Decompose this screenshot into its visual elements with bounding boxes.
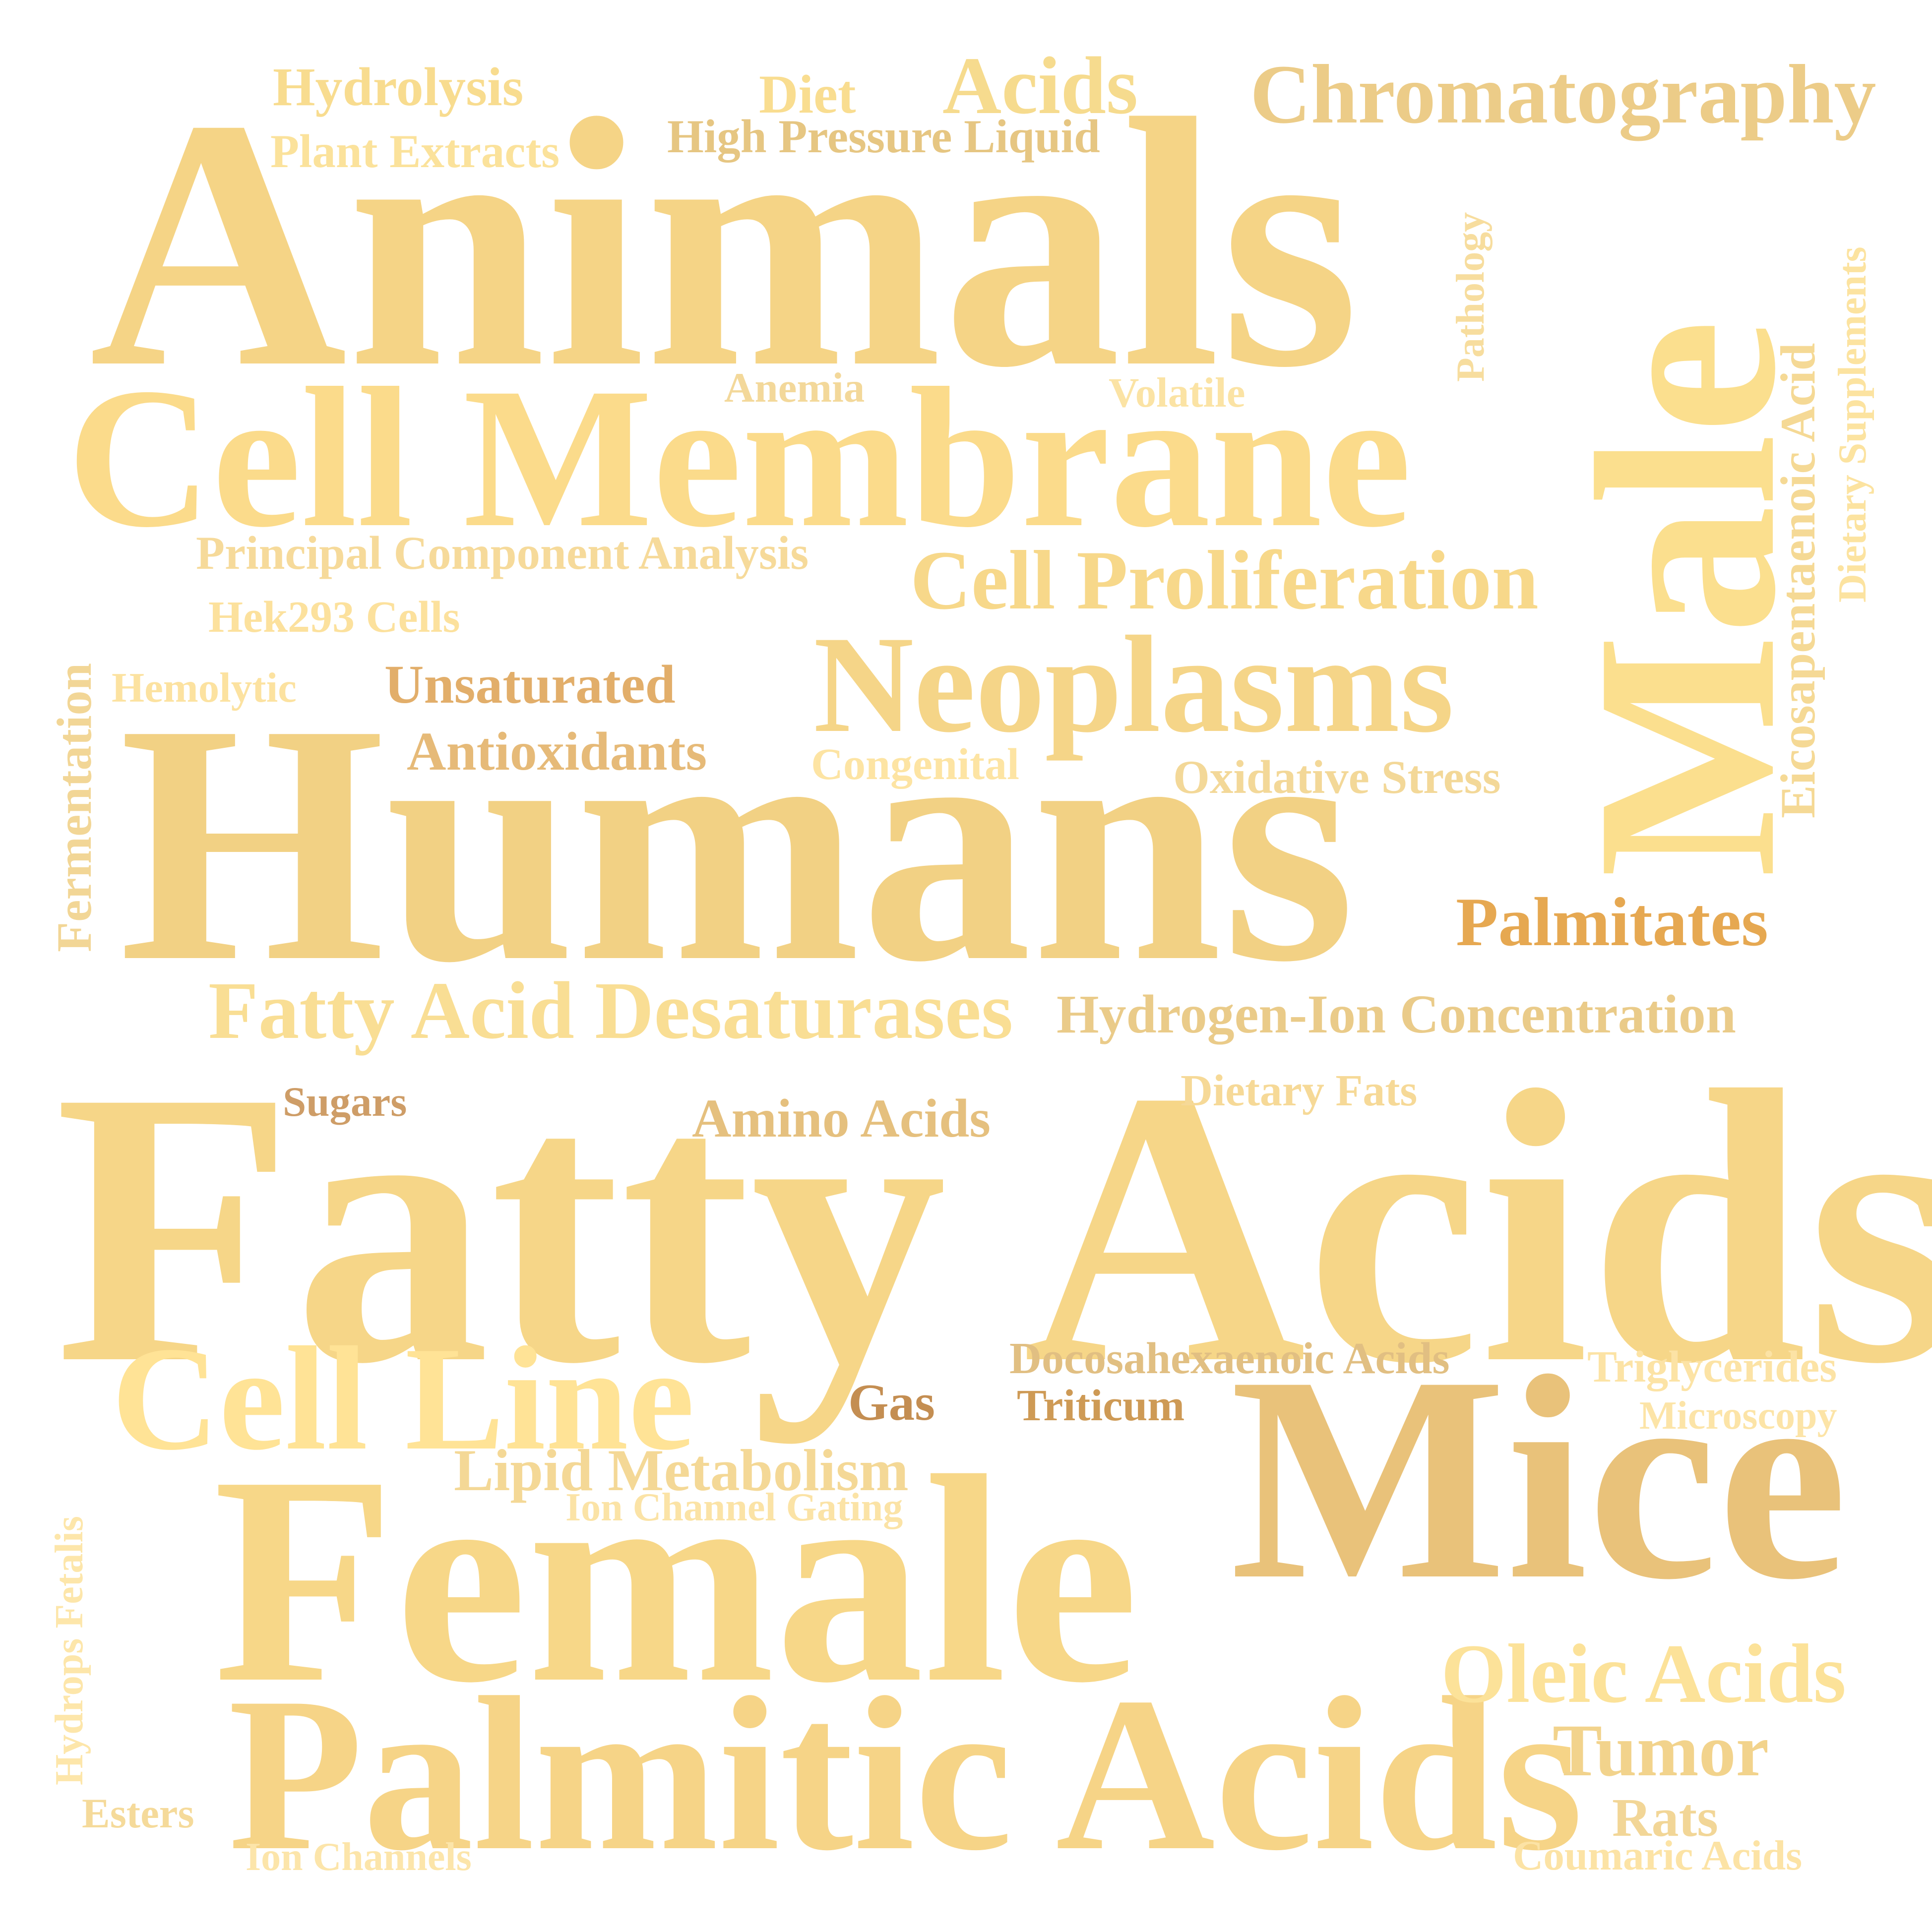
word-lipid-metabolism: Lipid Metabolism — [454, 1437, 909, 1503]
word-neoplasms: Neoplasms — [813, 607, 1454, 761]
word-fatty-acid-desaturases: Fatty Acid Desaturases — [208, 965, 1013, 1056]
word-palmitic-acids: Palmitic Acids — [228, 1652, 1583, 1896]
word-hydrops-fetalis: Hydrops Fetalis — [48, 1515, 91, 1785]
word-acids: Acids — [942, 40, 1138, 131]
word-unsaturated: Unsaturated — [384, 654, 676, 715]
word-fatty-acids: Fatty Acids — [55, 1010, 1932, 1444]
word-ion-channels: Ion Channels — [246, 1835, 472, 1879]
word-fermentation: Fermentation — [47, 663, 102, 952]
word-dietary-supplements: Dietary Supplements — [1831, 246, 1874, 603]
word-cell-membrane: Cell Membrane — [67, 346, 1412, 569]
word-triticum: Triticum — [1017, 1381, 1185, 1430]
word-principal-component-analysis: Principal Component Analysis — [196, 527, 809, 579]
word-chromatography: Chromatography — [1250, 48, 1876, 141]
word-docosahexaenoic-acids: Docosahexaenoic Acids — [1009, 1334, 1450, 1383]
word-palmitates: Palmitates — [1456, 884, 1768, 961]
word-dietary-fats: Dietary Fats — [1181, 1066, 1418, 1115]
word-hek293-cells: Hek293 Cells — [208, 593, 460, 642]
word-rats: Rats — [1612, 1787, 1718, 1848]
word-eicosapentaenoic-acid: Eicosapentaenoic Acid — [1770, 343, 1825, 818]
word-female: Female — [213, 1414, 1139, 1744]
word-volatile: Volatile — [1109, 369, 1246, 416]
word-antioxidants: Antioxidants — [407, 721, 707, 782]
word-esters: Esters — [82, 1790, 194, 1837]
word-oxidative-stress: Oxidative Stress — [1173, 751, 1501, 803]
word-high-pressure-liquid: High Pressure Liquid — [667, 110, 1100, 163]
word-pathology: Pathology — [1449, 212, 1493, 382]
word-mice: Mice — [1230, 1316, 1848, 1640]
word-hydrolysis: Hydrolysis — [273, 57, 524, 117]
word-diet: Diet — [759, 64, 856, 124]
word-hydrogen-ion-concentration: Hydrogen-Ion Concentration — [1057, 984, 1736, 1044]
word-humans: Humans — [119, 654, 1356, 1032]
word-coumaric-acids: Coumaric Acids — [1513, 1832, 1803, 1879]
word-anemia: Anemia — [724, 364, 865, 411]
word-cell-line: Cell Line — [112, 1316, 694, 1481]
word-microscopy: Microscopy — [1639, 1394, 1837, 1438]
word-gas: Gas — [848, 1373, 935, 1431]
word-amino-acids: Amino Acids — [692, 1088, 991, 1148]
word-ion-channel-gating: Ion Channel Gating — [565, 1486, 903, 1529]
word-tumor: Tumor — [1553, 1709, 1769, 1792]
word-sugars: Sugars — [283, 1079, 407, 1125]
word-hemolytic: Hemolytic — [112, 664, 297, 711]
word-animals: Animals — [89, 45, 1360, 441]
word-triglycerides: Triglycerides — [1587, 1342, 1837, 1391]
word-congenital: Congenital — [811, 740, 1020, 789]
word-cell-proliferation: Cell Proliferation — [910, 534, 1539, 627]
word-plant-extracts: Plant Extracts — [270, 125, 560, 178]
word-oleic-acids: Oleic Acids — [1441, 1627, 1846, 1720]
